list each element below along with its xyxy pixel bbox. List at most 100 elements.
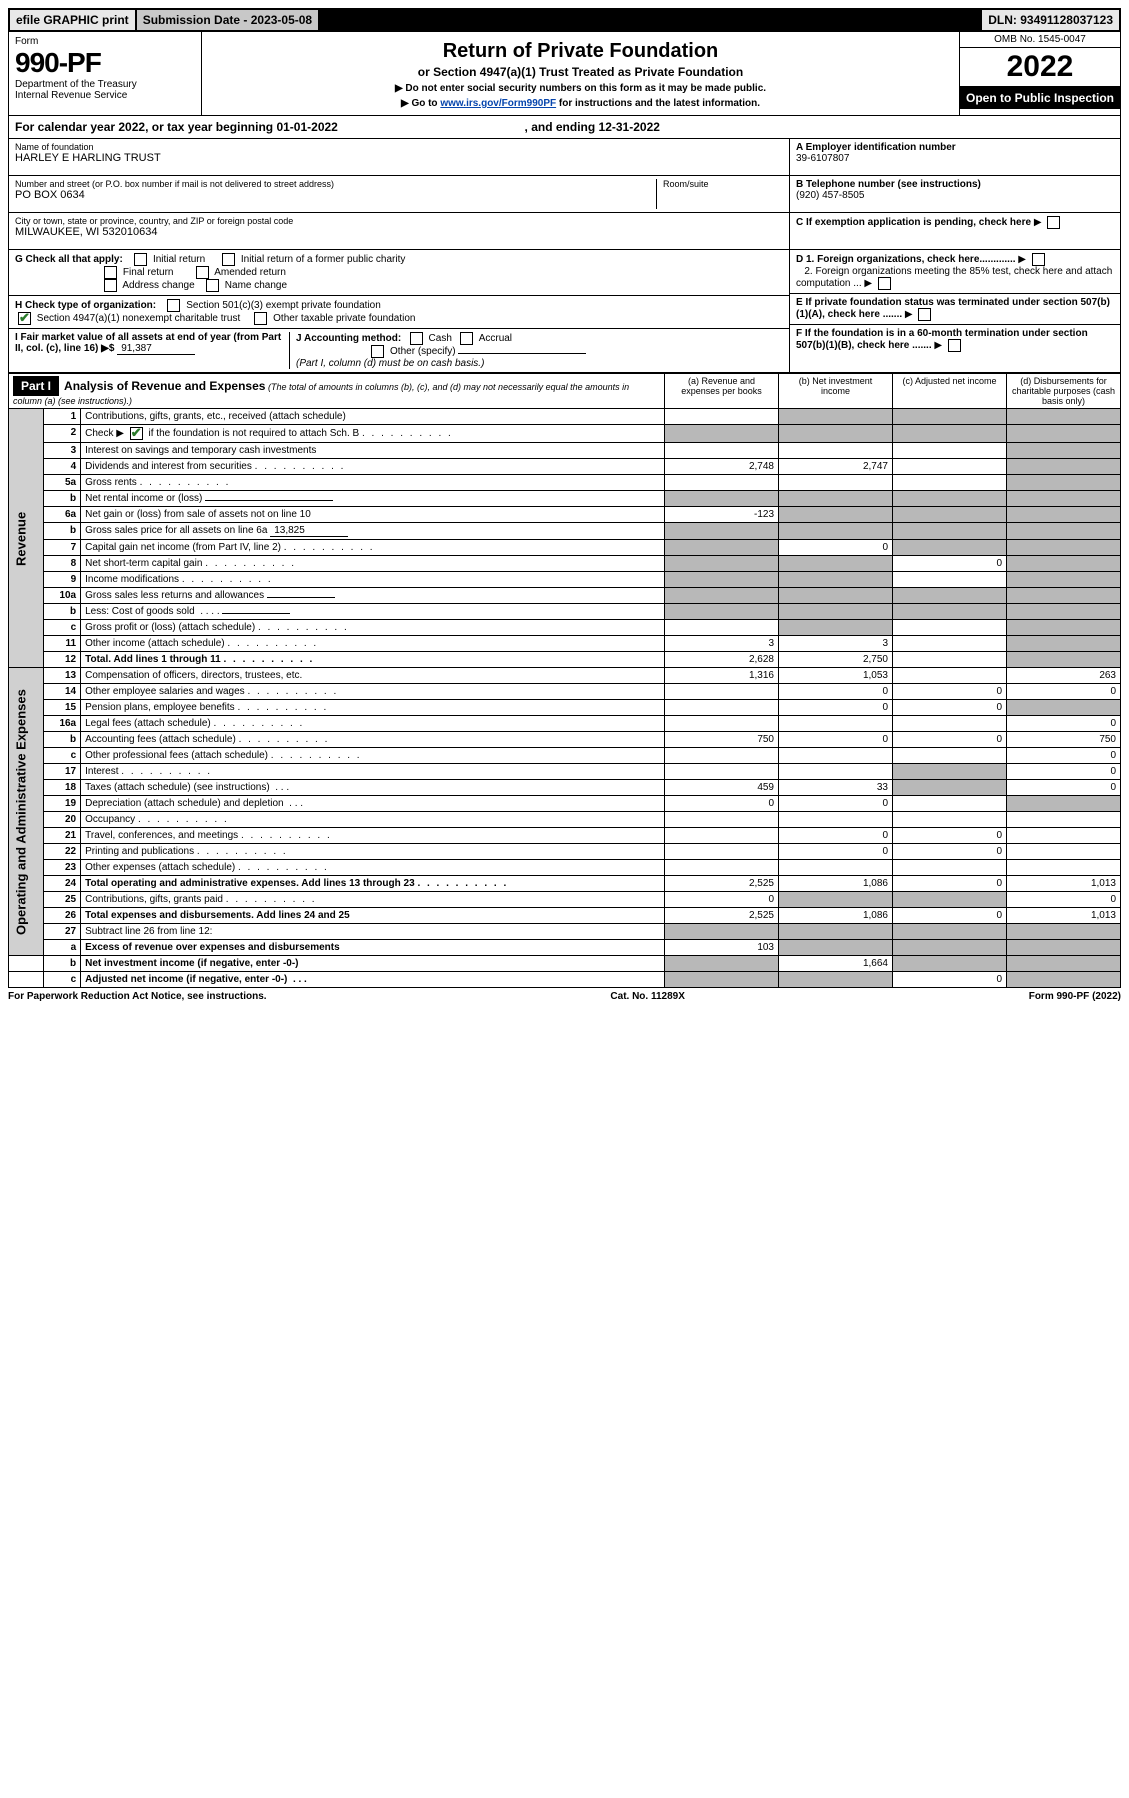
ln18-d: 0 [1007, 780, 1121, 796]
d1-checkbox[interactable] [1032, 253, 1045, 266]
efile-label[interactable]: efile GRAPHIC print [10, 10, 137, 30]
room-label: Room/suite [663, 179, 783, 189]
c-checkbox[interactable] [1047, 216, 1060, 229]
ln2-post: if the foundation is not required to att… [149, 428, 360, 439]
g-initial-former-checkbox[interactable] [222, 253, 235, 266]
submission-date-cell: Submission Date - 2023-05-08 [137, 10, 320, 30]
f-row: F If the foundation is in a 60-month ter… [790, 325, 1120, 355]
footer-cat: Cat. No. 11289X [610, 991, 684, 1002]
ln19-a: 0 [665, 796, 779, 812]
note2-post: for instructions and the latest informat… [556, 98, 760, 109]
line-23: 23Other expenses (attach schedule) [9, 860, 1121, 876]
j-other-checkbox[interactable] [371, 345, 384, 358]
g-initial-checkbox[interactable] [134, 253, 147, 266]
ln6a-desc: Net gain or (loss) from sale of assets n… [81, 507, 665, 523]
ln10c-desc: Gross profit or (loss) (attach schedule) [85, 622, 255, 633]
part1-header-row: Part I Analysis of Revenue and Expenses … [9, 374, 1121, 409]
h-other-checkbox[interactable] [254, 312, 267, 325]
ghij-right: D 1. Foreign organizations, check here..… [789, 250, 1120, 372]
footer-pra: For Paperwork Reduction Act Notice, see … [8, 991, 267, 1002]
j-other-line [458, 353, 586, 354]
line-8: 8Net short-term capital gain 0 [9, 556, 1121, 572]
dln-label: DLN: [988, 13, 1020, 27]
ln13-a: 1,316 [665, 668, 779, 684]
h-501c3-checkbox[interactable] [167, 299, 180, 312]
line-9: 9Income modifications [9, 572, 1121, 588]
ln5b-desc: Net rental income or (loss) [85, 493, 202, 504]
j-cash-checkbox[interactable] [410, 332, 423, 345]
ln11-a: 3 [665, 636, 779, 652]
calyear-mid: , and ending [525, 120, 599, 134]
foundation-name: HARLEY E HARLING TRUST [15, 152, 783, 164]
ein-label: A Employer identification number [796, 142, 1114, 153]
ln12-desc: Total. Add lines 1 through 11 [85, 654, 221, 665]
ln18-b: 33 [779, 780, 893, 796]
form-number: 990-PF [15, 47, 195, 79]
ln14-c: 0 [893, 684, 1007, 700]
d-row: D 1. Foreign organizations, check here..… [790, 250, 1120, 294]
line-15: 15Pension plans, employee benefits 00 [9, 700, 1121, 716]
j-accrual-checkbox[interactable] [460, 332, 473, 345]
col-b-header: (b) Net investment income [779, 374, 893, 409]
foundation-city: MILWAUKEE, WI 532010634 [15, 226, 783, 238]
d2-checkbox[interactable] [878, 277, 891, 290]
ln24-a: 2,525 [665, 876, 779, 892]
c-cell: C If exemption application is pending, c… [790, 213, 1120, 249]
g-final-checkbox[interactable] [104, 266, 117, 279]
tel-cell: B Telephone number (see instructions) (9… [790, 176, 1120, 213]
g-opt-1: Final return [123, 267, 174, 278]
ln7-desc: Capital gain net income (from Part IV, l… [85, 542, 281, 553]
line-6b: bGross sales price for all assets on lin… [9, 523, 1121, 540]
ln23-desc: Other expenses (attach schedule) [85, 862, 235, 873]
line-10c: cGross profit or (loss) (attach schedule… [9, 620, 1121, 636]
line-1: Revenue 1Contributions, gifts, grants, e… [9, 409, 1121, 425]
ln11-b: 3 [779, 636, 893, 652]
line-19: 19Depreciation (attach schedule) and dep… [9, 796, 1121, 812]
ln4-desc: Dividends and interest from securities [85, 461, 252, 472]
calendar-year-row: For calendar year 2022, or tax year begi… [8, 116, 1121, 139]
instructions-link[interactable]: www.irs.gov/Form990PF [440, 98, 556, 109]
form-subtitle: or Section 4947(a)(1) Trust Treated as P… [208, 65, 953, 79]
ln2-pre: Check ▶ [85, 428, 124, 439]
line-27c: cAdjusted net income (if negative, enter… [9, 972, 1121, 988]
g-name-checkbox[interactable] [206, 279, 219, 292]
ghij-section: G Check all that apply: Initial return I… [8, 250, 1121, 373]
f-checkbox[interactable] [948, 339, 961, 352]
ij-row: I Fair market value of all assets at end… [9, 329, 789, 372]
omb-number: OMB No. 1545-0047 [960, 32, 1120, 48]
foundation-addr: PO BOX 0634 [15, 189, 656, 201]
header-right: OMB No. 1545-0047 2022 Open to Public In… [959, 32, 1120, 115]
ln12-a: 2,628 [665, 652, 779, 668]
city-cell: City or town, state or province, country… [9, 213, 789, 249]
h-4947-checkbox[interactable] [18, 312, 31, 325]
ln22-desc: Printing and publications [85, 846, 194, 857]
ln27c-c: 0 [893, 972, 1007, 988]
ln24-b: 1,086 [779, 876, 893, 892]
address-cell: Number and street (or P.O. box number if… [9, 176, 789, 213]
line-16a: 16aLegal fees (attach schedule) 0 [9, 716, 1121, 732]
dln-value: 93491128037123 [1020, 13, 1113, 27]
g-amended-checkbox[interactable] [196, 266, 209, 279]
e-checkbox[interactable] [918, 308, 931, 321]
header-mid: Return of Private Foundation or Section … [202, 32, 959, 115]
tax-year: 2022 [960, 48, 1120, 87]
ln3-desc: Interest on savings and temporary cash i… [81, 443, 665, 459]
line-10b: bLess: Cost of goods sold . . . . [9, 604, 1121, 620]
ln15-b: 0 [779, 700, 893, 716]
ln16b-d: 750 [1007, 732, 1121, 748]
form-title: Return of Private Foundation [208, 40, 953, 63]
ln16c-desc: Other professional fees (attach schedule… [85, 750, 268, 761]
ln9-desc: Income modifications [85, 574, 179, 585]
g-address-checkbox[interactable] [104, 279, 117, 292]
g-opt-3: Initial return of a former public charit… [241, 254, 406, 265]
d1-label: D 1. Foreign organizations, check here..… [796, 254, 1016, 265]
line-5b: bNet rental income or (loss) [9, 491, 1121, 507]
name-label: Name of foundation [15, 142, 783, 152]
ln19-desc: Depreciation (attach schedule) and deple… [85, 798, 283, 809]
ln1-no: 1 [44, 409, 81, 425]
ln13-b: 1,053 [779, 668, 893, 684]
ln14-desc: Other employee salaries and wages [85, 686, 245, 697]
j-note: (Part I, column (d) must be on cash basi… [296, 358, 484, 369]
g-opt-5: Name change [225, 280, 287, 291]
ln2-checkbox[interactable] [130, 427, 143, 440]
